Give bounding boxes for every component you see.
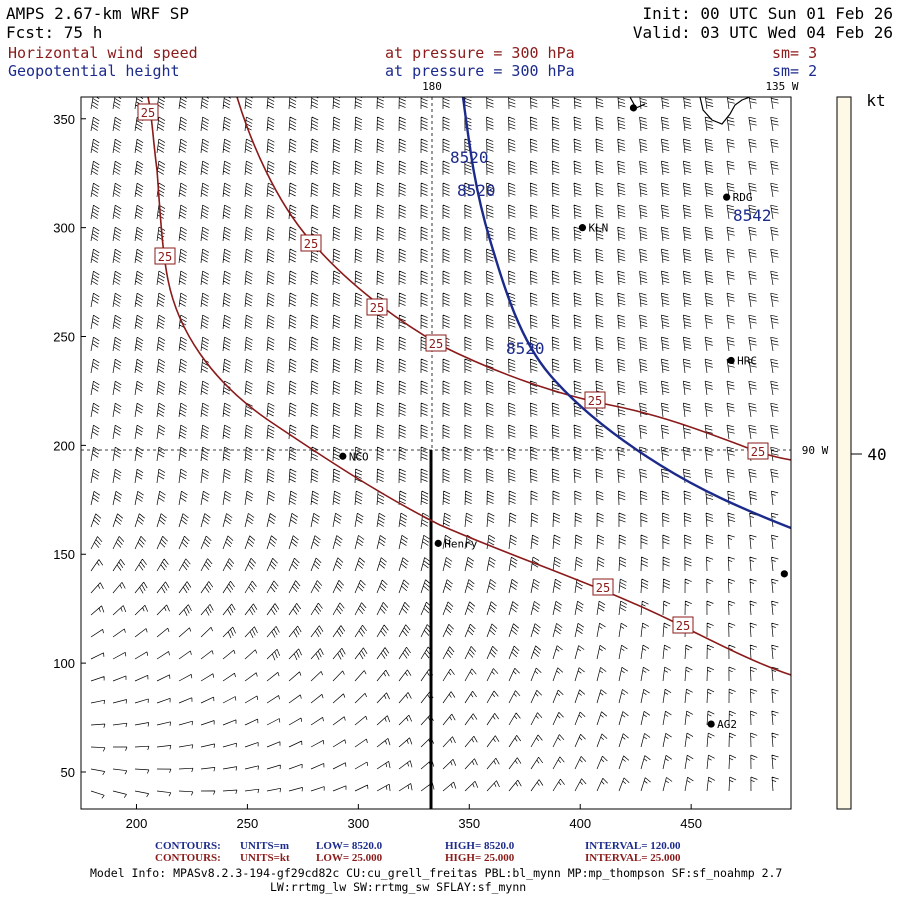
station-label: NCO bbox=[349, 450, 369, 463]
stations: KLN RDG HRC NCO Henry AG2 bbox=[339, 104, 788, 731]
field1-level: at pressure = 300 hPa bbox=[385, 44, 575, 62]
y-tick-label: 50 bbox=[61, 765, 75, 780]
station-marker bbox=[629, 104, 638, 112]
y-tick-label: 200 bbox=[53, 438, 75, 453]
station-label: KLN bbox=[588, 222, 608, 235]
speed-label: 25 bbox=[747, 442, 769, 460]
height-label: 8520 bbox=[450, 148, 489, 167]
speed-label: 25 bbox=[592, 578, 614, 596]
field1-smoothing: sm= 3 bbox=[772, 44, 817, 62]
field2-smoothing: sm= 2 bbox=[772, 62, 817, 80]
station-label: AG2 bbox=[717, 718, 737, 731]
height-label: 8520 bbox=[457, 181, 496, 200]
field1-name: Horizontal wind speed bbox=[8, 44, 198, 62]
y-axis: 50 100 150 200 250 300 350 bbox=[53, 112, 86, 780]
svg-text:HIGH= 25.000: HIGH= 25.000 bbox=[445, 852, 515, 864]
init-time: Init: 00 UTC Sun 01 Feb 26 bbox=[643, 4, 893, 23]
lon-label-180: 180 bbox=[422, 80, 442, 93]
svg-text:25: 25 bbox=[429, 337, 443, 351]
height-label: 8520 bbox=[506, 339, 545, 358]
coastline-path bbox=[699, 97, 751, 125]
header: AMPS 2.67-km WRF SP Fcst: 75 h Init: 00 … bbox=[6, 4, 893, 80]
svg-text:CONTOURS:: CONTOURS: bbox=[155, 840, 221, 852]
y-tick-label: 300 bbox=[53, 221, 75, 236]
colorbar-tick-label: 40 bbox=[867, 445, 886, 464]
contour-labels: 25 25 25 25 25 25 25 25 25 8520 8520 852… bbox=[137, 103, 772, 634]
speed-label: 25 bbox=[584, 391, 606, 409]
model-info-line2: LW:rrtmg_lw SW:rrtmg_sw SFLAY:sf_mynn bbox=[270, 880, 526, 894]
svg-text:LOW= 25.000: LOW= 25.000 bbox=[316, 852, 383, 864]
x-tick-label: 450 bbox=[680, 816, 702, 831]
map-frame bbox=[80, 96, 792, 810]
speed-contour-east bbox=[236, 97, 791, 461]
footer-line1: CONTOURS: UNITS=m LOW= 8520.0 HIGH= 8520… bbox=[155, 840, 681, 852]
svg-text:CONTOURS:: CONTOURS: bbox=[155, 852, 221, 864]
x-tick-label: 350 bbox=[458, 816, 480, 831]
station-label: Henry bbox=[444, 537, 477, 550]
height-contour-8520 bbox=[461, 97, 791, 530]
speed-label: 25 bbox=[366, 298, 388, 316]
svg-text:25: 25 bbox=[751, 445, 765, 459]
svg-text:25: 25 bbox=[370, 301, 384, 315]
svg-text:25: 25 bbox=[141, 106, 155, 120]
field2-name: Geopotential height bbox=[8, 62, 180, 80]
y-tick-label: 250 bbox=[53, 330, 75, 345]
footer: CONTOURS: UNITS=m LOW= 8520.0 HIGH= 8520… bbox=[90, 840, 782, 894]
x-tick-label: 400 bbox=[569, 816, 591, 831]
map-panel: 25 25 25 25 25 25 25 25 25 8520 8520 852… bbox=[53, 80, 828, 831]
svg-text:INTERVAL= 120.00: INTERVAL= 120.00 bbox=[585, 840, 681, 852]
station-marker bbox=[339, 452, 347, 460]
svg-text:UNITS=m: UNITS=m bbox=[240, 840, 289, 852]
station-marker bbox=[723, 193, 731, 201]
svg-text:25: 25 bbox=[588, 394, 602, 408]
x-tick-label: 200 bbox=[126, 816, 148, 831]
wind-barb-field bbox=[90, 97, 779, 799]
colorbar-unit: kt bbox=[866, 91, 885, 110]
station-marker bbox=[727, 356, 735, 365]
svg-text:LOW= 8520.0: LOW= 8520.0 bbox=[316, 840, 383, 852]
y-tick-label: 350 bbox=[53, 112, 75, 127]
wind-barbs bbox=[90, 97, 779, 799]
station-marker bbox=[578, 224, 587, 232]
height-label: 8542 bbox=[733, 206, 772, 225]
station-marker bbox=[707, 720, 715, 728]
model-title: AMPS 2.67-km WRF SP bbox=[6, 4, 189, 23]
station-marker bbox=[434, 539, 442, 547]
station-marker bbox=[780, 570, 788, 578]
svg-text:HIGH= 8520.0: HIGH= 8520.0 bbox=[445, 840, 515, 852]
lon-label-135w: 135 W bbox=[765, 80, 798, 93]
valid-time: Valid: 03 UTC Wed 04 Feb 26 bbox=[633, 23, 893, 42]
speed-label: 25 bbox=[300, 234, 322, 252]
colorbar: kt 40 bbox=[836, 91, 887, 810]
speed-label: 25 bbox=[137, 103, 159, 121]
station-label: RDG bbox=[733, 191, 753, 204]
station-label: HRC bbox=[737, 354, 757, 367]
svg-text:25: 25 bbox=[676, 619, 690, 633]
svg-text:UNITS=kt: UNITS=kt bbox=[240, 852, 290, 864]
speed-label: 25 bbox=[672, 616, 694, 634]
map-background bbox=[81, 97, 791, 809]
lon-label-90w: 90 W bbox=[802, 444, 829, 457]
footer-line2: CONTOURS: UNITS=kt LOW= 25.000 HIGH= 25.… bbox=[155, 852, 681, 864]
svg-text:25: 25 bbox=[596, 581, 610, 595]
speed-label: 25 bbox=[425, 334, 447, 352]
x-tick-label: 300 bbox=[347, 816, 369, 831]
svg-text:25: 25 bbox=[304, 237, 318, 251]
model-info-line1: Model Info: MPASv8.2.3-194-gf29cd82c CU:… bbox=[90, 866, 782, 880]
y-tick-label: 100 bbox=[53, 656, 75, 671]
x-tick-label: 250 bbox=[237, 816, 259, 831]
colorbar-fill bbox=[836, 96, 852, 810]
y-tick-label: 150 bbox=[53, 547, 75, 562]
x-axis: 200 250 300 350 400 450 bbox=[126, 804, 702, 831]
svg-text:25: 25 bbox=[158, 250, 172, 264]
forecast-hour: Fcst: 75 h bbox=[6, 23, 102, 42]
field2-level: at pressure = 300 hPa bbox=[385, 62, 575, 80]
svg-text:INTERVAL= 25.000: INTERVAL= 25.000 bbox=[585, 852, 681, 864]
speed-label: 25 bbox=[154, 247, 176, 265]
